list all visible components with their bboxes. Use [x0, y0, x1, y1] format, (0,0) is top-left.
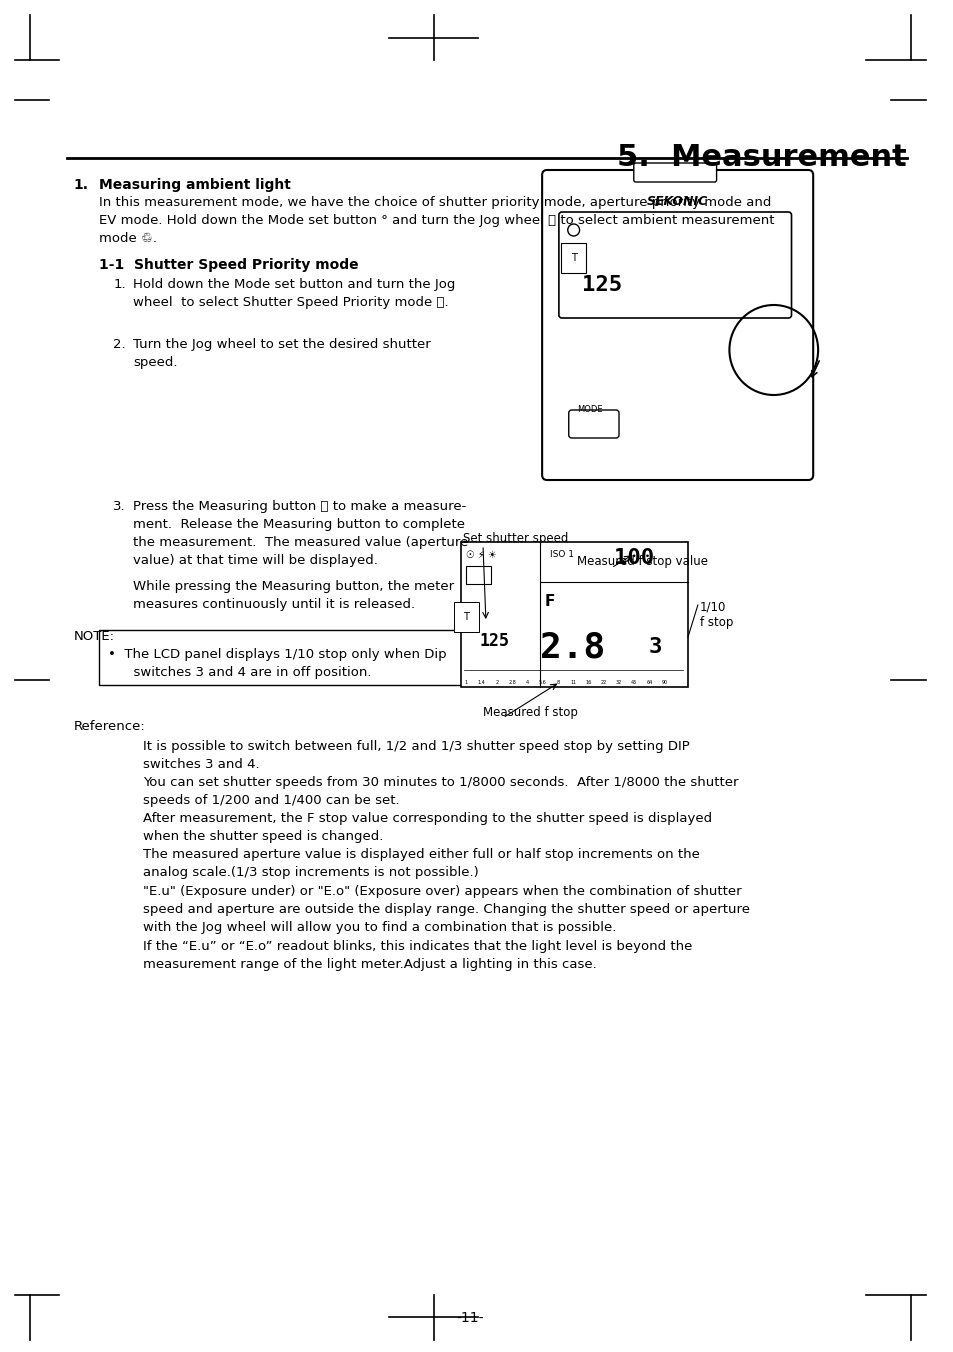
Text: 1/10
f stop: 1/10 f stop [700, 600, 733, 629]
Text: 1.: 1. [73, 178, 89, 192]
Text: MODE: MODE [576, 406, 601, 414]
Text: 1-1  Shutter Speed Priority mode: 1-1 Shutter Speed Priority mode [98, 258, 357, 272]
Text: Reference:: Reference: [73, 721, 146, 733]
Text: 2.8: 2.8 [539, 630, 605, 664]
Text: 3: 3 [648, 637, 661, 657]
Text: •  The LCD panel displays 1/10 stop only when Dip
      switches 3 and 4 are in : • The LCD panel displays 1/10 stop only … [109, 648, 447, 679]
Text: F: F [544, 594, 555, 608]
Text: 90: 90 [661, 680, 667, 685]
Text: ☉ ⚡ ☀: ☉ ⚡ ☀ [466, 550, 497, 560]
Text: 22: 22 [600, 680, 606, 685]
Text: Press the Measuring button ⓧ to make a measure-
ment.  Release the Measuring but: Press the Measuring button ⓧ to make a m… [132, 500, 468, 566]
Text: 16: 16 [585, 680, 591, 685]
Text: Measured f stop value: Measured f stop value [576, 556, 707, 568]
Bar [466, 566, 491, 584]
FancyBboxPatch shape [461, 542, 687, 687]
Text: 5.  Measurement: 5. Measurement [617, 143, 906, 172]
Text: In this measurement mode, we have the choice of shutter priority mode, aperture : In this measurement mode, we have the ch… [98, 196, 773, 245]
Text: 1.4: 1.4 [477, 680, 485, 685]
Text: 2.8: 2.8 [508, 680, 516, 685]
Text: Measured f stop: Measured f stop [482, 706, 578, 719]
Text: 125: 125 [478, 631, 509, 650]
Text: 125: 125 [581, 274, 621, 295]
Text: 32: 32 [616, 680, 621, 685]
Text: 2.: 2. [113, 338, 126, 352]
Text: 100: 100 [614, 548, 654, 568]
Text: While pressing the Measuring button, the meter
measures continuously until it is: While pressing the Measuring button, the… [132, 580, 454, 611]
FancyBboxPatch shape [568, 410, 618, 438]
Text: Hold down the Mode set button and turn the Jog
wheel  to select Shutter Speed Pr: Hold down the Mode set button and turn t… [132, 279, 455, 310]
Text: 11: 11 [570, 680, 576, 685]
Text: 1.: 1. [113, 279, 126, 291]
Text: -11-: -11- [456, 1311, 483, 1325]
Text: 3.: 3. [113, 500, 126, 512]
FancyBboxPatch shape [541, 170, 812, 480]
Text: T: T [570, 253, 576, 264]
Text: 4: 4 [525, 680, 528, 685]
Text: Set shutter speed: Set shutter speed [463, 531, 568, 545]
Text: 2: 2 [495, 680, 497, 685]
Text: T: T [463, 612, 469, 622]
Text: 8: 8 [556, 680, 558, 685]
Text: You can set shutter speeds from 30 minutes to 1/8000 seconds.  After 1/8000 the : You can set shutter speeds from 30 minut… [143, 776, 738, 807]
Text: Measuring ambient light: Measuring ambient light [98, 178, 290, 192]
Text: The measured aperture value is displayed either full or half stop increments on : The measured aperture value is displayed… [143, 848, 700, 879]
Text: 64: 64 [646, 680, 652, 685]
Text: Turn the Jog wheel to set the desired shutter
speed.: Turn the Jog wheel to set the desired sh… [132, 338, 431, 369]
Text: 1: 1 [464, 680, 467, 685]
FancyBboxPatch shape [98, 630, 473, 685]
Text: SEKONIC: SEKONIC [646, 195, 707, 208]
Text: It is possible to switch between full, 1/2 and 1/3 shutter speed stop by setting: It is possible to switch between full, 1… [143, 740, 689, 771]
Text: 5.6: 5.6 [538, 680, 546, 685]
Text: After measurement, the F stop value corresponding to the shutter speed is displa: After measurement, the F stop value corr… [143, 813, 711, 844]
FancyBboxPatch shape [558, 212, 791, 318]
Text: If the “E.u” or “E.o” readout blinks, this indicates that the light level is bey: If the “E.u” or “E.o” readout blinks, th… [143, 940, 692, 971]
Text: 45: 45 [631, 680, 637, 685]
Text: "E.u" (Exposure under) or "E.o" (Exposure over) appears when the combination of : "E.u" (Exposure under) or "E.o" (Exposur… [143, 886, 749, 934]
Text: ISO 1: ISO 1 [550, 550, 574, 558]
FancyBboxPatch shape [633, 164, 716, 183]
Text: NOTE:: NOTE: [73, 630, 114, 644]
